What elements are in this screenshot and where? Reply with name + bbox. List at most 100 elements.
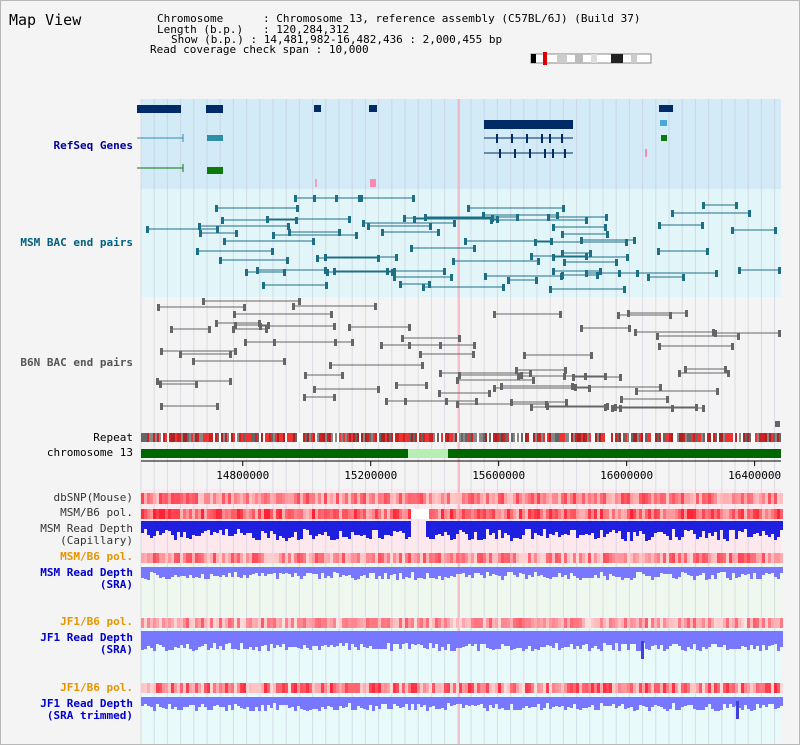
jf1-b6-pol-cell bbox=[558, 618, 561, 628]
msm-capillary-depth-bar bbox=[255, 521, 258, 540]
b6n-bac-pair-end bbox=[627, 310, 630, 317]
jf1-b6-pol-cell bbox=[612, 618, 615, 628]
track-label-jf1-depth-trimmed[interactable]: JF1 Read Depth bbox=[40, 697, 133, 710]
msm-sra-depth-bar bbox=[678, 567, 681, 577]
axis-tick-label: 16000000 bbox=[600, 469, 653, 482]
msm-b6-pol-cell bbox=[681, 509, 684, 519]
track-label-msm-b6-pol-1[interactable]: MSM/B6 pol. bbox=[60, 506, 133, 519]
msm-bac-pair-end bbox=[393, 268, 396, 275]
jf1-b6-pol2-cell bbox=[759, 683, 762, 693]
dbsnp-cell bbox=[513, 493, 516, 504]
msm-sra-depth-bar bbox=[579, 567, 582, 580]
msm-sra-depth-bar bbox=[717, 567, 720, 573]
ideogram-band bbox=[575, 54, 583, 63]
jf1-b6-pol-cell bbox=[468, 618, 471, 628]
repeat-segment bbox=[621, 433, 623, 442]
repeat-segment bbox=[727, 433, 729, 442]
msm-b6-pol-cell bbox=[177, 509, 180, 519]
jf1-trimmed-depth-bar bbox=[564, 697, 567, 710]
jf1-sra-depth-bar bbox=[531, 631, 534, 651]
msm-sra-depth-bar bbox=[378, 567, 381, 576]
jf1-b6-pol2-cell bbox=[594, 683, 597, 693]
msm-b6-pol-cell bbox=[219, 509, 222, 519]
jf1-b6-pol-cell bbox=[315, 618, 318, 628]
repeat-segment bbox=[479, 433, 481, 442]
msm-b6-pol2-cell bbox=[573, 553, 576, 563]
repeat-segment bbox=[657, 433, 659, 442]
msm-capillary-depth-bar bbox=[627, 521, 630, 532]
msm-b6-pol-cell bbox=[768, 509, 771, 519]
msm-capillary-depth-bar bbox=[591, 521, 594, 533]
msm-sra-depth-bar bbox=[210, 567, 213, 574]
jf1-trimmed-depth-bar bbox=[759, 697, 762, 708]
msm-b6-pol-cell bbox=[555, 509, 558, 519]
jf1-trimmed-depth-bar bbox=[672, 697, 675, 703]
msm-b6-pol2-cell bbox=[585, 553, 588, 563]
msm-b6-pol-cell bbox=[147, 509, 150, 519]
msm-b6-pol-cell bbox=[537, 509, 540, 519]
jf1-b6-pol-cell bbox=[375, 618, 378, 628]
repeat-segment bbox=[263, 433, 265, 442]
msm-b6-pol-cell bbox=[483, 509, 486, 519]
msm-b6-pol-cell bbox=[723, 509, 726, 519]
jf1-b6-pol-cell bbox=[519, 618, 522, 628]
msm-b6-pol-cell bbox=[324, 509, 327, 519]
repeat-segment bbox=[249, 433, 251, 442]
track-label-msm-bac[interactable]: MSM BAC end pairs bbox=[20, 236, 133, 249]
msm-b6-pol-cell bbox=[288, 509, 291, 519]
jf1-sra-depth-bar bbox=[369, 631, 372, 646]
msm-b6-pol-cell bbox=[165, 509, 168, 519]
msm-bac-pair-end bbox=[604, 224, 607, 231]
b6n-bac-pair-end bbox=[634, 329, 637, 336]
repeat-segment bbox=[319, 433, 321, 442]
track-label-dbsnp[interactable]: dbSNP(Mouse) bbox=[53, 491, 133, 504]
track-label-refseq-genes[interactable]: RefSeq Genes bbox=[53, 139, 133, 152]
track-label-jf1-b6-pol-2[interactable]: JF1/B6 pol. bbox=[60, 681, 133, 694]
jf1-trimmed-depth-bar bbox=[285, 697, 288, 705]
track-label-msm-depth-sra[interactable]: MSM Read Depth bbox=[40, 566, 133, 579]
msm-b6-pol-cell bbox=[597, 509, 600, 519]
msm-b6-pol-cell bbox=[624, 509, 627, 519]
jf1-b6-pol2-cell bbox=[150, 683, 153, 693]
msm-b6-pol-cell bbox=[501, 509, 504, 519]
dbsnp-cell bbox=[471, 493, 474, 504]
track-label-jf1-depth-sra[interactable]: JF1 Read Depth bbox=[40, 631, 133, 644]
msm-capillary-depth-bar bbox=[657, 521, 660, 532]
jf1-trimmed-depth-bar bbox=[720, 697, 723, 710]
jf1-trimmed-depth-bar bbox=[597, 697, 600, 710]
msm-capillary-depth-bar bbox=[576, 521, 579, 538]
msm-sra-depth-bar bbox=[360, 567, 363, 576]
jf1-b6-pol2-cell bbox=[576, 683, 579, 693]
b6n-bac-pair-end bbox=[658, 343, 661, 350]
msm-sra-depth-bar bbox=[564, 567, 567, 575]
msm-sra-depth-bar bbox=[315, 567, 318, 574]
jf1-sra-depth-bar bbox=[675, 631, 678, 644]
track-label-msm-b6-pol-2[interactable]: MSM/B6 pol. bbox=[60, 550, 133, 563]
dbsnp-cell bbox=[426, 493, 429, 504]
msm-b6-pol2-cell bbox=[414, 553, 417, 563]
jf1-trimmed-depth-bar bbox=[282, 697, 285, 705]
repeat-segment bbox=[269, 433, 271, 442]
msm-sra-depth-bar bbox=[234, 567, 237, 572]
msm-b6-pol2-cell bbox=[672, 553, 675, 563]
jf1-sra-depth-bar bbox=[411, 631, 414, 644]
msm-b6-pol-cell bbox=[651, 509, 654, 519]
track-label-b6n-bac[interactable]: B6N BAC end pairs bbox=[20, 356, 133, 369]
msm-b6-pol2-cell bbox=[435, 553, 438, 563]
msm-capillary-depth-bar bbox=[588, 521, 591, 535]
track-label-msm-depth-capillary[interactable]: MSM Read Depth bbox=[40, 522, 133, 535]
dbsnp-cell bbox=[600, 493, 603, 504]
msm-bac-pair-end bbox=[215, 205, 218, 212]
msm-sra-depth-bar bbox=[219, 567, 222, 577]
jf1-b6-pol2-cell bbox=[678, 683, 681, 693]
jf1-sra-depth-bar bbox=[720, 631, 723, 647]
msm-bac-pair-end bbox=[272, 232, 275, 239]
jf1-sra-depth-bar bbox=[762, 631, 765, 645]
msm-sra-depth-bar bbox=[324, 567, 327, 578]
jf1-b6-pol2-cell bbox=[357, 683, 360, 693]
jf1-trimmed-depth-bar bbox=[558, 697, 561, 707]
msm-bac-pair-end bbox=[381, 229, 384, 236]
repeat-segment bbox=[631, 433, 633, 442]
jf1-b6-pol-cell bbox=[585, 618, 588, 628]
track-label-jf1-b6-pol-1[interactable]: JF1/B6 pol. bbox=[60, 615, 133, 628]
